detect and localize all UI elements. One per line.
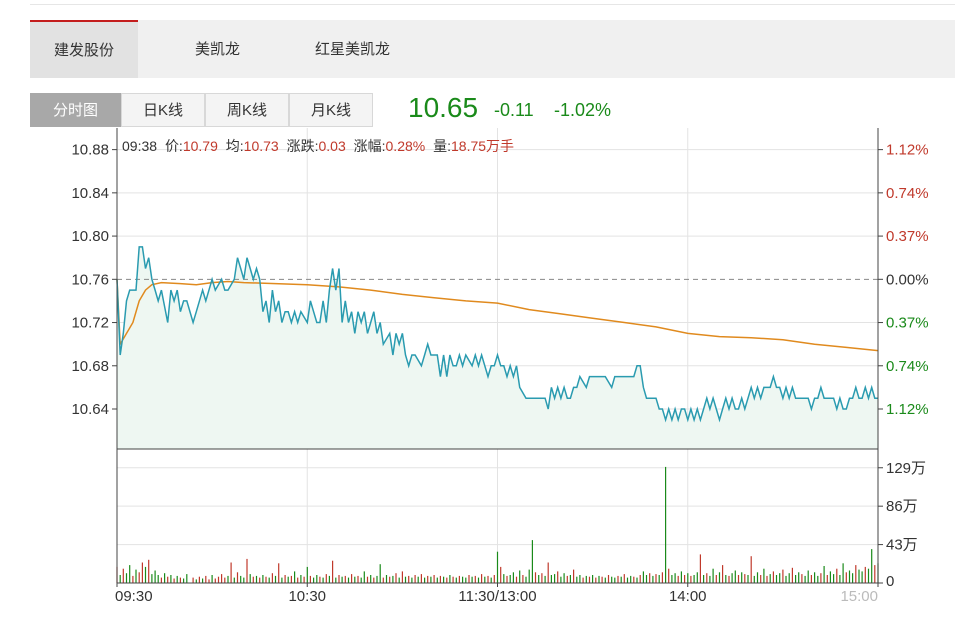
info-avg: 10.73 [244, 138, 279, 154]
stock-tab-bar: 建发股份 美凯龙 红星美凯龙 [30, 20, 955, 78]
info-change: 0.03 [318, 138, 345, 154]
price-change: -0.11 [494, 100, 534, 120]
pct-tick-label: 0.37% [886, 315, 929, 332]
tab-stock-jianfa[interactable]: 建发股份 [30, 20, 138, 78]
pct-tick-label: 0.37% [886, 228, 929, 245]
y-tick-label: 10.84 [71, 185, 109, 202]
top-divider [30, 4, 955, 5]
tab-daily-k[interactable]: 日K线 [121, 93, 205, 127]
vol-tick-label: 0 [886, 573, 894, 590]
volume-bars [116, 466, 879, 583]
x-tick-label: 09:30 [115, 588, 153, 605]
info-vol: 18.75万手 [451, 138, 514, 154]
vol-tick-label: 129万 [886, 460, 926, 477]
y-tick-label: 10.80 [71, 228, 109, 245]
info-vol-label: 量: [433, 138, 451, 154]
price-area-fill [117, 246, 878, 449]
info-time: 09:38 [122, 138, 157, 154]
x-tick-label: 10:30 [288, 588, 326, 605]
x-tick-label: 11:30/13:00 [458, 588, 536, 605]
info-avg-label: 均: [226, 138, 244, 154]
price-change-percent: -1.02% [554, 100, 612, 120]
avg-price-line [116, 279, 879, 352]
y-tick-label: 10.72 [71, 315, 109, 332]
vol-tick-label: 43万 [886, 537, 918, 554]
info-price: 10.79 [183, 138, 218, 154]
tab-stock-meikailong[interactable]: 美凯龙 [195, 40, 241, 58]
pct-tick-label: 0.00% [886, 271, 929, 288]
y-tick-label: 10.76 [71, 271, 109, 288]
info-price-label: 价: [165, 138, 183, 154]
pct-tick-label: 1.12% [886, 142, 929, 159]
info-bar: 09:38 价:10.79 均:10.73 涨跌:0.03 涨幅:0.28% 量… [122, 138, 514, 154]
pct-tick-label: 1.12% [886, 401, 929, 418]
vol-tick-label: 86万 [886, 498, 918, 515]
y-tick-label: 10.64 [71, 401, 109, 418]
tab-intraday[interactable]: 分时图 [30, 93, 121, 127]
y-tick-label: 10.68 [71, 358, 109, 375]
last-price: 10.65 [408, 92, 479, 123]
info-change-label: 涨跌: [287, 138, 319, 154]
info-pct-label: 涨幅: [354, 138, 386, 154]
info-pct: 0.28% [386, 138, 426, 154]
tab-stock-hongxing-meikailong[interactable]: 红星美凯龙 [315, 40, 391, 58]
pct-tick-label: 0.74% [886, 185, 929, 202]
x-tick-label: 14:00 [669, 588, 707, 605]
pct-tick-label: 0.74% [886, 358, 929, 375]
tab-weekly-k[interactable]: 周K线 [205, 93, 289, 127]
chart-tick-labels: 10.88 1.12% 10.84 0.74% 10.80 0.37% 10.76 0.00%… [71, 142, 928, 605]
price-line [116, 246, 878, 423]
tab-monthly-k[interactable]: 月K线 [289, 93, 373, 127]
y-tick-label: 10.88 [71, 142, 109, 159]
x-tick-label: 15:00 [840, 588, 878, 605]
